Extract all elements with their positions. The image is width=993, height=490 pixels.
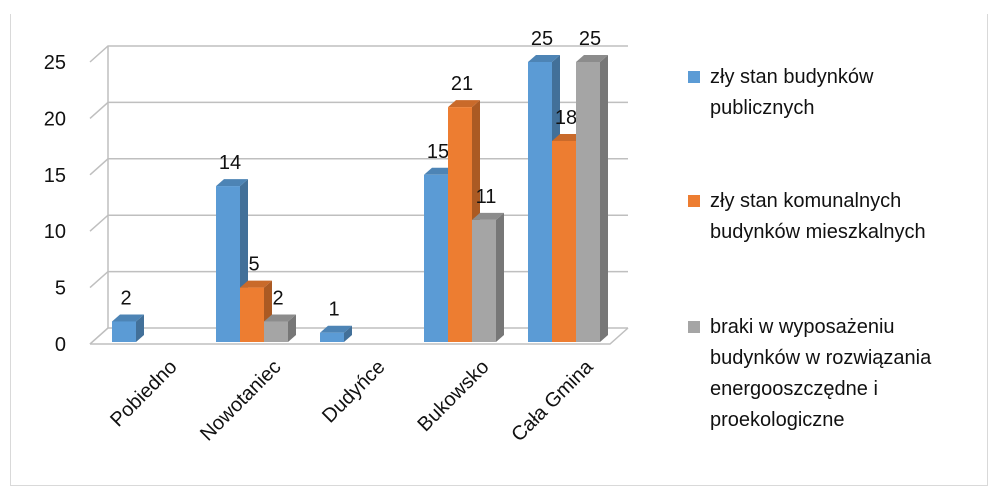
data-label: 2 [272, 287, 283, 309]
y-tick-label: 25 [44, 52, 66, 74]
bar-top [264, 314, 296, 322]
bar-top [320, 325, 352, 333]
bar [424, 174, 448, 342]
bar-top [528, 55, 560, 62]
bar [320, 332, 344, 342]
data-label: 14 [219, 152, 241, 174]
legend-line: budynków w rozwiązania [710, 347, 932, 369]
bar [264, 321, 288, 342]
data-label: 1 [328, 299, 339, 321]
bar [240, 287, 264, 342]
bar-top [448, 100, 480, 108]
bar-side [288, 314, 296, 342]
legend-line: braki w wyposażeniu [710, 316, 895, 338]
bar-side [344, 325, 352, 342]
bar [472, 219, 496, 342]
bar [448, 107, 472, 343]
x-tick-label: Pobiedno [106, 356, 181, 431]
data-label: 2 [120, 287, 131, 309]
legend-label-energy: braki w wyposażeniu budynków w rozwiązan… [710, 312, 990, 436]
chart-floor [90, 327, 629, 345]
bar [552, 140, 576, 342]
data-label: 25 [531, 28, 553, 50]
bar-side [136, 314, 144, 342]
bar [216, 186, 240, 342]
x-tick-label: Cała Gmina [507, 355, 598, 446]
x-tick-label: Nowotaniec [196, 356, 285, 445]
y-tick-label: 0 [55, 334, 66, 356]
data-label: 11 [476, 186, 497, 208]
legend-line: zły stan budynków [710, 66, 874, 88]
legend-line: budynków mieszkalnych [710, 221, 926, 243]
data-label: 5 [248, 254, 259, 276]
bar-side [600, 55, 608, 342]
data-label: 15 [427, 141, 449, 163]
legend-swatch-public [688, 71, 700, 83]
chart-floor-edge [89, 327, 109, 345]
data-label: 21 [451, 73, 473, 95]
x-tick-label: Dudyńce [318, 356, 389, 427]
bar-top [472, 212, 504, 220]
legend-swatch-communal [688, 195, 700, 207]
chart-frame [10, 14, 988, 486]
bar [112, 321, 136, 342]
bar-top [112, 314, 144, 322]
bar [528, 62, 552, 342]
bar-side [496, 212, 504, 342]
legend-line: proekologiczne [710, 409, 845, 431]
y-tick-label: 20 [44, 108, 66, 130]
bar-top [240, 280, 272, 288]
data-label: 18 [555, 107, 577, 129]
y-tick-label: 5 [55, 278, 66, 300]
x-tick-label: Bukowsko [414, 356, 494, 436]
y-tick-label: 15 [44, 165, 66, 187]
legend-line: publicznych [710, 97, 815, 119]
legend-line: energooszczędne i [710, 378, 878, 400]
data-label: 25 [579, 28, 601, 50]
bar [576, 62, 600, 342]
legend-label-public: zły stan budynków publicznych [710, 62, 990, 124]
legend-label-communal: zły stan komunalnych budynków mieszkalny… [710, 186, 990, 248]
legend-swatch-energy [688, 321, 700, 333]
bar-top [216, 179, 248, 187]
y-tick-label: 10 [44, 221, 66, 243]
legend-line: zły stan komunalnych [710, 190, 902, 212]
bar-top [576, 55, 608, 62]
